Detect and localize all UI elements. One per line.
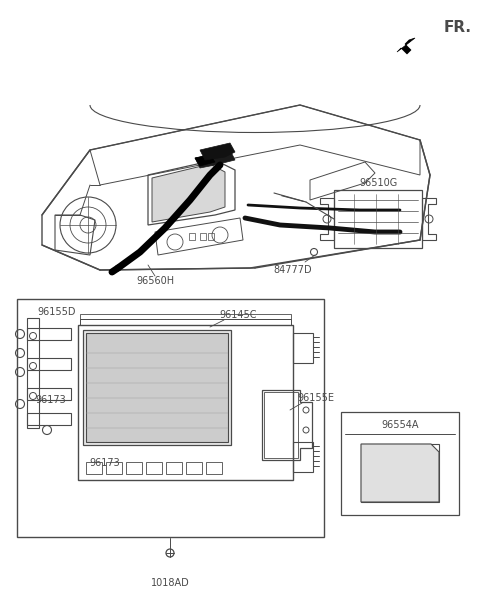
Bar (206, 462, 222, 474)
Text: 84777D: 84777D (274, 265, 312, 275)
Polygon shape (152, 164, 225, 222)
Text: 96510G: 96510G (359, 178, 397, 188)
Bar (27, 413, 71, 425)
Bar (341, 412, 459, 515)
Bar (27, 388, 71, 400)
Text: 96145C: 96145C (219, 310, 257, 320)
Bar (27, 358, 71, 370)
Bar (86, 333, 228, 442)
Polygon shape (361, 444, 439, 502)
Text: 96155D: 96155D (38, 307, 76, 317)
Bar (17, 299, 324, 537)
Bar (86, 462, 102, 474)
Bar (186, 462, 202, 474)
Bar (293, 333, 313, 363)
Text: 96173: 96173 (90, 458, 120, 468)
Polygon shape (195, 155, 215, 166)
Bar (264, 392, 298, 458)
Text: FR.: FR. (444, 20, 472, 35)
Bar (334, 190, 422, 248)
Bar (27, 328, 71, 340)
Bar (208, 233, 214, 240)
Bar (80, 319, 291, 325)
Bar (126, 462, 142, 474)
Bar (106, 462, 122, 474)
Polygon shape (397, 38, 415, 54)
Bar (200, 233, 206, 240)
Polygon shape (195, 150, 235, 168)
Text: 96155E: 96155E (298, 393, 335, 403)
Text: 96554A: 96554A (381, 420, 419, 430)
Text: 96173: 96173 (35, 395, 66, 405)
Bar (166, 462, 182, 474)
Bar (78, 325, 293, 480)
Bar (80, 314, 291, 319)
Bar (146, 462, 162, 474)
Text: 96560H: 96560H (136, 276, 174, 286)
Polygon shape (200, 143, 235, 160)
Bar (27, 318, 39, 428)
Bar (361, 444, 439, 502)
Text: 1018AD: 1018AD (151, 578, 190, 588)
Bar (293, 442, 313, 472)
Bar (189, 233, 195, 240)
Bar (83, 330, 231, 445)
